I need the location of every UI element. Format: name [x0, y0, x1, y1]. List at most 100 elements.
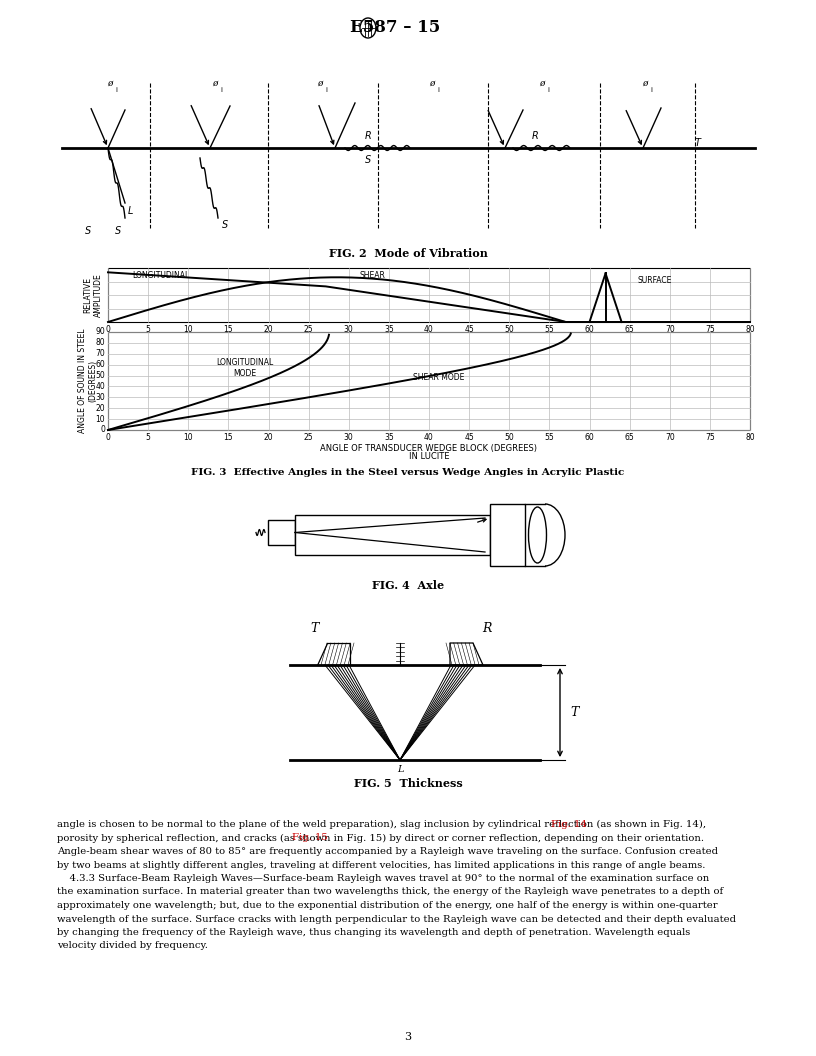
- Text: 55: 55: [544, 325, 554, 334]
- Text: 90: 90: [95, 327, 105, 337]
- Text: wavelength of the surface. Surface cracks with length perpendicular to the Rayle: wavelength of the surface. Surface crack…: [57, 914, 736, 924]
- Text: 65: 65: [625, 433, 635, 442]
- Text: 75: 75: [705, 325, 715, 334]
- Text: Fig. 14: Fig. 14: [551, 821, 587, 829]
- Text: LONGITUDINAL
MODE: LONGITUDINAL MODE: [215, 358, 273, 378]
- Text: 35: 35: [384, 325, 394, 334]
- Bar: [108, 332, 750, 430]
- Text: LONGITUDINAL: LONGITUDINAL: [132, 271, 189, 280]
- Text: porosity by spherical reflection, and cracks (as shown in Fig. 15) by direct or : porosity by spherical reflection, and cr…: [57, 833, 704, 843]
- Text: T: T: [570, 706, 579, 719]
- Text: 10: 10: [95, 415, 105, 423]
- Ellipse shape: [360, 18, 376, 38]
- Text: 15: 15: [224, 325, 233, 334]
- Text: IN LUCITE: IN LUCITE: [409, 452, 450, 461]
- Bar: [108, 268, 750, 322]
- Text: L: L: [128, 206, 133, 216]
- Text: 15: 15: [224, 433, 233, 442]
- Text: L: L: [397, 765, 403, 774]
- Text: SHEAR MODE: SHEAR MODE: [413, 373, 464, 382]
- Text: i: i: [115, 87, 117, 93]
- Text: 30: 30: [344, 325, 353, 334]
- Text: 50: 50: [504, 325, 514, 334]
- Text: 80: 80: [95, 338, 105, 347]
- Text: 40: 40: [424, 433, 434, 442]
- Text: FIG. 4  Axle: FIG. 4 Axle: [372, 580, 444, 591]
- Text: Fig. 15: Fig. 15: [292, 833, 328, 843]
- Text: velocity divided by frequency.: velocity divided by frequency.: [57, 942, 208, 950]
- Text: by two beams at slightly different angles, traveling at different velocities, ha: by two beams at slightly different angle…: [57, 861, 705, 869]
- Text: RELATIVE
AMPLITUDE: RELATIVE AMPLITUDE: [83, 274, 103, 317]
- Ellipse shape: [529, 507, 547, 563]
- Text: T: T: [695, 138, 701, 148]
- Text: 70: 70: [665, 433, 675, 442]
- Text: FIG. 2  Mode of Vibration: FIG. 2 Mode of Vibration: [329, 248, 487, 259]
- Text: 55: 55: [544, 433, 554, 442]
- Text: ø: ø: [642, 79, 648, 88]
- Text: ANGLE OF TRANSDUCER WEDGE BLOCK (DEGREES): ANGLE OF TRANSDUCER WEDGE BLOCK (DEGREES…: [321, 444, 538, 453]
- Text: 20: 20: [264, 325, 273, 334]
- Text: 65: 65: [625, 325, 635, 334]
- Text: 0: 0: [100, 426, 105, 434]
- Polygon shape: [450, 643, 483, 665]
- Text: 10: 10: [184, 325, 193, 334]
- Text: 30: 30: [344, 433, 353, 442]
- Text: 10: 10: [184, 433, 193, 442]
- Text: ø: ø: [539, 79, 545, 88]
- Text: FIG. 3  Effective Angles in the Steel versus Wedge Angles in Acrylic Plastic: FIG. 3 Effective Angles in the Steel ver…: [192, 468, 624, 477]
- Text: 5: 5: [146, 433, 151, 442]
- Text: 45: 45: [464, 433, 474, 442]
- Text: 80: 80: [745, 325, 755, 334]
- Text: 25: 25: [304, 433, 313, 442]
- Text: R: R: [482, 622, 492, 635]
- Text: by changing the frequency of the Rayleigh wave, thus changing its wavelength and: by changing the frequency of the Rayleig…: [57, 928, 690, 937]
- Text: 5: 5: [146, 325, 151, 334]
- Text: 35: 35: [384, 433, 394, 442]
- Text: Angle-beam shear waves of 80 to 85° are frequently accompanied by a Rayleigh wav: Angle-beam shear waves of 80 to 85° are …: [57, 847, 718, 856]
- Text: 4.3.3 Surface-Beam Rayleigh Waves—Surface-beam Rayleigh waves travel at 90° to t: 4.3.3 Surface-Beam Rayleigh Waves—Surfac…: [57, 874, 709, 883]
- Text: R: R: [532, 131, 539, 142]
- Text: 0: 0: [105, 325, 110, 334]
- Text: 80: 80: [745, 433, 755, 442]
- Text: 20: 20: [264, 433, 273, 442]
- Text: ø: ø: [317, 79, 322, 88]
- Text: 60: 60: [584, 325, 594, 334]
- Text: ANGLE OF SOUND IN STEEL
(DEGREES): ANGLE OF SOUND IN STEEL (DEGREES): [78, 328, 98, 433]
- Text: the examination surface. In material greater than two wavelengths thick, the ene: the examination surface. In material gre…: [57, 887, 723, 897]
- Text: i: i: [437, 87, 439, 93]
- Text: 0: 0: [105, 433, 110, 442]
- Text: 60: 60: [584, 433, 594, 442]
- Text: SHEAR: SHEAR: [360, 271, 386, 280]
- Text: i: i: [325, 87, 327, 93]
- Text: SURFACE: SURFACE: [637, 276, 672, 285]
- Text: i: i: [650, 87, 652, 93]
- Text: S: S: [115, 226, 121, 235]
- Bar: [295, 515, 490, 555]
- Text: 40: 40: [424, 325, 434, 334]
- Text: S: S: [85, 226, 91, 235]
- Text: 70: 70: [665, 325, 675, 334]
- Bar: [490, 504, 525, 566]
- Text: 70: 70: [95, 350, 105, 358]
- Text: ø: ø: [212, 79, 218, 88]
- Text: ø: ø: [108, 79, 113, 88]
- Text: 45: 45: [464, 325, 474, 334]
- Text: E587 – 15: E587 – 15: [350, 19, 440, 37]
- Text: i: i: [547, 87, 549, 93]
- Text: ø: ø: [429, 79, 435, 88]
- Text: 50: 50: [504, 433, 514, 442]
- Text: 75: 75: [705, 433, 715, 442]
- Text: approximately one wavelength; but, due to the exponential distribution of the en: approximately one wavelength; but, due t…: [57, 901, 717, 910]
- Text: 30: 30: [95, 393, 105, 402]
- Text: R: R: [365, 131, 372, 142]
- Text: 60: 60: [95, 360, 105, 370]
- Text: 50: 50: [95, 371, 105, 380]
- Text: angle is chosen to be normal to the plane of the weld preparation), slag inclusi: angle is chosen to be normal to the plan…: [57, 821, 706, 829]
- Bar: [268, 520, 295, 545]
- Text: 3: 3: [405, 1032, 411, 1042]
- Text: 40: 40: [95, 382, 105, 391]
- Text: S: S: [222, 220, 228, 230]
- Text: FIG. 5  Thickness: FIG. 5 Thickness: [353, 778, 463, 789]
- Text: i: i: [220, 87, 222, 93]
- Text: S: S: [365, 155, 371, 165]
